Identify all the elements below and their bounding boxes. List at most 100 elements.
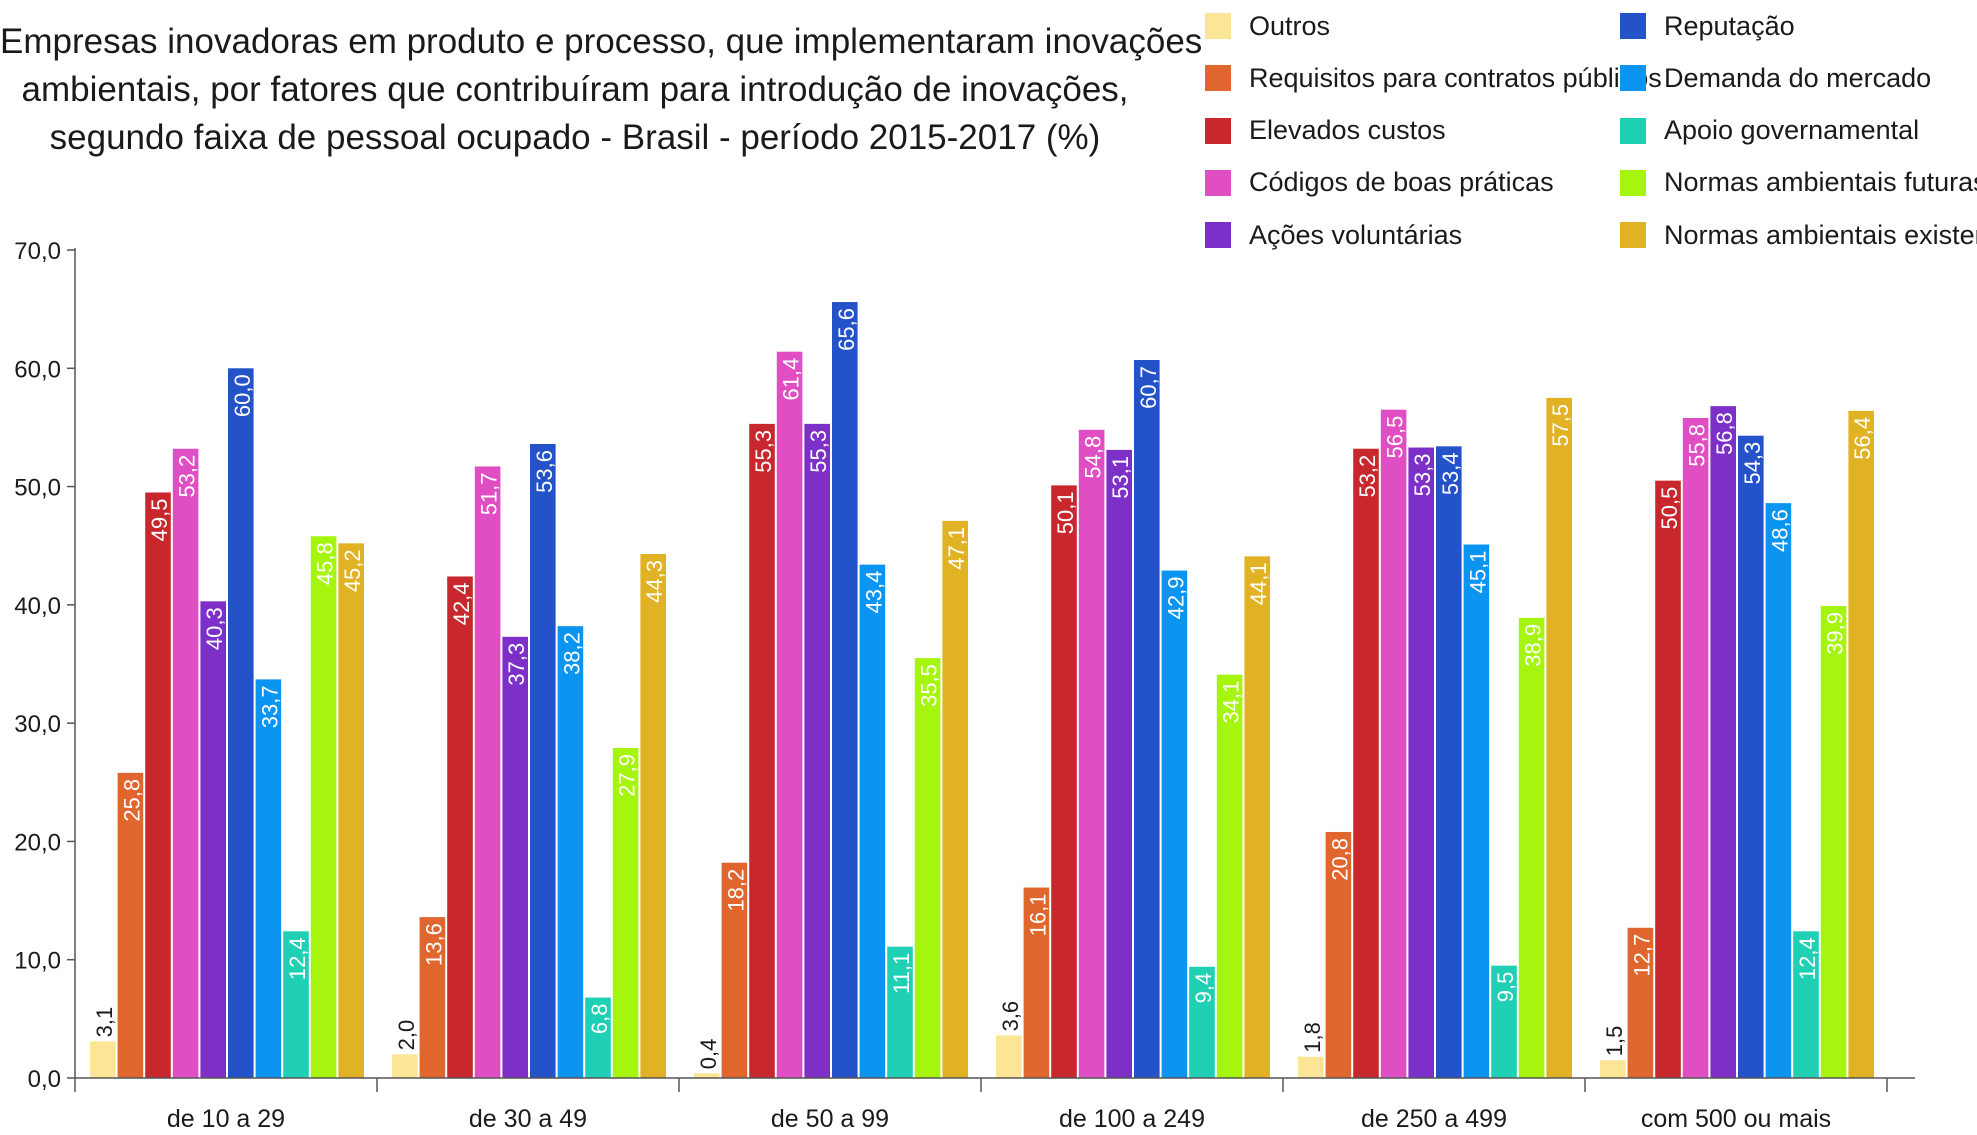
bar-value-label: 42,9 xyxy=(1163,577,1188,620)
bar xyxy=(310,536,337,1078)
legend-swatch xyxy=(1205,117,1231,144)
legend-label: Apoio governamental xyxy=(1664,115,1920,146)
bar-value-label: 54,3 xyxy=(1740,442,1765,485)
bar-value-label: 39,9 xyxy=(1823,612,1848,655)
bar-value-label: 60,0 xyxy=(230,374,255,417)
legend-label: Elevados custos xyxy=(1249,115,1446,146)
legend-swatch xyxy=(1620,65,1646,92)
bar xyxy=(1546,397,1572,1078)
bar-value-label: 3,1 xyxy=(92,1007,117,1038)
bar-value-label: 48,6 xyxy=(1767,509,1792,552)
chart-title: Empresas inovadoras em produto e process… xyxy=(0,18,1203,162)
bar xyxy=(1078,429,1105,1078)
legend-label: Normas ambientais existentes xyxy=(1664,219,1977,250)
bar xyxy=(996,1035,1022,1078)
bar xyxy=(1765,503,1792,1078)
legend-item: Demanda do mercado xyxy=(1620,56,1931,100)
bar xyxy=(804,423,830,1078)
legend-swatch xyxy=(1205,169,1231,196)
bar xyxy=(914,658,941,1078)
bar xyxy=(1298,1056,1324,1078)
bar-value-label: 44,1 xyxy=(1246,562,1271,605)
bar xyxy=(1738,435,1764,1078)
bar xyxy=(1134,360,1160,1078)
bar xyxy=(612,747,639,1078)
bar-value-label: 38,9 xyxy=(1521,624,1546,667)
bar-value-label: 2,0 xyxy=(394,1020,419,1051)
bar-value-label: 35,5 xyxy=(917,664,942,707)
legend-label: Demanda do mercado xyxy=(1664,62,1932,93)
legend-swatch xyxy=(1620,222,1646,249)
bar-value-label: 53,3 xyxy=(1410,454,1435,497)
bar-value-label: 50,5 xyxy=(1657,487,1682,530)
legend-swatch xyxy=(1620,117,1646,144)
bar-value-label: 53,6 xyxy=(532,450,557,493)
bar-value-label: 9,5 xyxy=(1493,972,1518,1003)
x-category-label: de 50 a 99 xyxy=(771,1105,889,1133)
x-category-label: de 30 a 49 xyxy=(469,1105,587,1133)
chart-title-line-1: Empresas inovadoras em produto e process… xyxy=(0,22,1203,61)
legend-item: Requisitos para contratos públicos xyxy=(1205,56,1662,100)
bar-value-label: 13,6 xyxy=(421,923,446,966)
bar xyxy=(228,368,254,1078)
bar-value-label: 55,8 xyxy=(1685,424,1710,467)
bar-value-label: 54,8 xyxy=(1081,436,1106,479)
bar-value-label: 1,5 xyxy=(1602,1026,1627,1057)
y-tick-label: 40,0 xyxy=(14,593,61,620)
legend-item: Normas ambientais futuras xyxy=(1620,161,1977,205)
bar-value-label: 12,4 xyxy=(285,937,310,980)
bar xyxy=(1189,966,1215,1078)
bar xyxy=(338,543,364,1078)
bar-value-label: 60,7 xyxy=(1136,366,1161,409)
bar-value-label: 56,4 xyxy=(1850,417,1875,460)
bar-value-label: 61,4 xyxy=(779,358,804,401)
bar xyxy=(200,601,226,1078)
bar-value-label: 33,7 xyxy=(257,685,282,728)
legend-item: Códigos de boas práticas xyxy=(1205,161,1554,205)
bar-value-label: 40,3 xyxy=(202,607,227,650)
legend-item: Outros xyxy=(1205,4,1330,48)
bar xyxy=(172,448,199,1079)
bar-value-label: 9,4 xyxy=(1191,973,1216,1004)
bar xyxy=(721,862,748,1078)
bar xyxy=(859,564,886,1078)
bar-value-label: 0,4 xyxy=(696,1039,721,1070)
bar-value-label: 57,5 xyxy=(1548,404,1573,447)
bar xyxy=(1600,1060,1626,1078)
bar xyxy=(1325,831,1352,1078)
legend-swatch xyxy=(1620,13,1646,39)
y-tick-label: 30,0 xyxy=(14,711,61,738)
legend-label: Outros xyxy=(1249,10,1331,41)
bar-value-label: 27,9 xyxy=(615,754,640,797)
y-tick-label: 60,0 xyxy=(14,356,61,383)
legend-item: Ações voluntárias xyxy=(1205,213,1462,257)
bar xyxy=(392,1054,418,1078)
bar-value-label: 3,6 xyxy=(998,1001,1023,1032)
bar xyxy=(749,423,775,1078)
bar-value-label: 20,8 xyxy=(1327,838,1352,881)
bar xyxy=(1051,485,1077,1079)
bar xyxy=(887,946,913,1078)
bar-value-label: 53,1 xyxy=(1108,456,1133,499)
bar xyxy=(1106,449,1132,1079)
bar xyxy=(502,636,528,1078)
bar-value-label: 50,1 xyxy=(1053,491,1078,534)
bar xyxy=(1463,544,1490,1078)
bar-value-label: 65,6 xyxy=(834,308,859,351)
bar-value-label: 51,7 xyxy=(477,472,502,515)
bar xyxy=(530,443,556,1078)
legend-label: Requisitos para contratos públicos xyxy=(1249,62,1662,93)
legend-label: Normas ambientais futuras xyxy=(1664,167,1977,198)
bar-value-label: 6,8 xyxy=(587,1004,612,1035)
bar-value-label: 45,2 xyxy=(340,549,365,592)
legend-label: Códigos de boas práticas xyxy=(1249,167,1554,198)
bar xyxy=(1380,409,1407,1079)
bar-value-label: 56,8 xyxy=(1712,412,1737,455)
bar-value-label: 1,8 xyxy=(1300,1022,1325,1053)
bar-value-label: 55,3 xyxy=(751,430,776,473)
bar-value-label: 34,1 xyxy=(1219,681,1244,724)
legend-label: Reputação xyxy=(1664,10,1795,41)
bar xyxy=(1682,417,1709,1079)
legend-swatch xyxy=(1620,169,1646,196)
bar xyxy=(585,997,611,1078)
